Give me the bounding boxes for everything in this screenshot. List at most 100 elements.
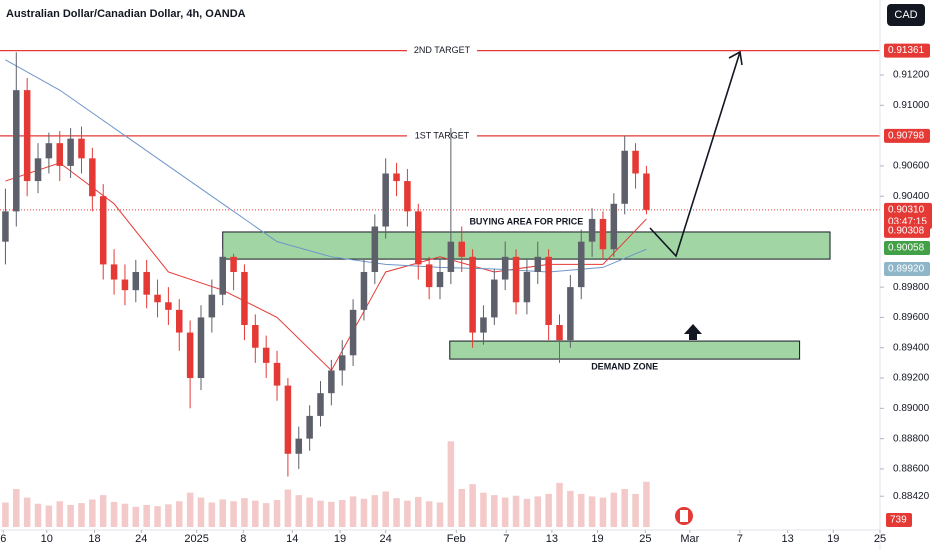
volume-bar: [230, 501, 237, 527]
volume-bar: [404, 500, 411, 527]
candle-body: [382, 173, 389, 227]
x-tick-label: 19: [827, 533, 839, 545]
candle-body: [599, 218, 607, 250]
x-tick-label: Mar: [680, 533, 699, 545]
volume-bar: [154, 506, 161, 527]
candle-body: [13, 90, 20, 212]
target-label: 2ND TARGET: [414, 45, 471, 55]
y-tick-label: 0.91000: [893, 100, 930, 111]
volume-bar: [295, 495, 303, 527]
volume-bar: [501, 497, 509, 527]
volume-bar: [110, 501, 118, 527]
price-tag: [884, 128, 930, 143]
x-tick-label: 19: [334, 533, 346, 545]
volume-bar: [45, 505, 53, 527]
volume-bar: [360, 498, 368, 527]
volume-bar: [132, 506, 140, 527]
price-tag-label: 0.90058: [888, 243, 925, 254]
candle-body: [621, 150, 628, 204]
candle-body: [436, 271, 444, 288]
volume-bar: [621, 489, 628, 527]
volume-bar: [577, 493, 585, 527]
price-tag: [884, 241, 930, 256]
y-tick-label: 0.89000: [893, 403, 930, 414]
volume-bar: [56, 501, 64, 527]
price-tag: [884, 261, 930, 276]
price-tag-label: 0.90798: [888, 131, 925, 142]
candle-body: [241, 271, 248, 325]
zone-label: DEMAND ZONE: [591, 361, 658, 371]
candle-body: [230, 256, 237, 272]
volume-bar: [78, 503, 85, 527]
currency-button[interactable]: [887, 4, 925, 26]
candle-body: [154, 294, 161, 303]
x-tick-label: 7: [503, 533, 509, 545]
candle-body: [577, 241, 585, 288]
projection-arrow: [649, 51, 741, 258]
candle-body: [110, 264, 118, 280]
last-price-label: 0.90310: [888, 204, 925, 215]
volume-bar: [2, 502, 9, 527]
candle-body: [469, 256, 476, 333]
volume-bar: [349, 496, 357, 527]
volume-bar: [632, 493, 639, 527]
volume-bar: [425, 501, 433, 527]
zone: [222, 231, 831, 260]
volume-bar: [306, 497, 313, 527]
target-label: 1ST TARGET: [415, 130, 470, 140]
candle-body: [545, 256, 552, 325]
candle-body: [132, 271, 140, 291]
price-tag-label: 0.90308: [888, 225, 925, 236]
volume-bar: [197, 497, 205, 527]
y-tick-label: 0.88420: [893, 491, 930, 502]
volume-bar: [143, 504, 150, 527]
candle-body: [338, 355, 346, 371]
x-tick-label: 13: [546, 533, 558, 545]
x-tick-label: 25: [639, 533, 651, 545]
volume-bar: [89, 499, 96, 527]
price-tag: [884, 43, 930, 58]
y-tick-label: 0.90400: [893, 191, 930, 202]
last-price-tag: [884, 202, 932, 229]
currency-label[interactable]: CAD: [894, 9, 917, 21]
volume-bar: [273, 500, 281, 527]
volume-bar: [458, 489, 465, 527]
candle-body: [610, 203, 618, 250]
volume-bar: [338, 500, 346, 527]
candle-body: [328, 370, 335, 394]
volume-bar: [599, 497, 607, 527]
candle-body: [501, 256, 509, 280]
x-tick-label: 14: [286, 533, 298, 545]
volume-bar: [121, 503, 129, 527]
candle-body: [23, 90, 31, 182]
y-tick-label: 0.89200: [893, 373, 930, 384]
x-tick-label: 8: [240, 533, 246, 545]
y-tick-label: 0.89600: [893, 312, 930, 323]
candle-body: [56, 143, 64, 166]
volume-bar: [208, 502, 216, 527]
candle-body: [165, 302, 172, 310]
candle-body: [143, 271, 150, 295]
candle-body: [252, 325, 259, 348]
x-tick-label: 2025: [184, 533, 208, 545]
target-text-bg: [407, 44, 477, 57]
y-tick-label: 0.88600: [893, 464, 930, 475]
volume-bar: [99, 495, 107, 527]
volume-bar: [67, 504, 74, 527]
volume-bar: [328, 501, 335, 527]
volume-bar: [252, 500, 259, 527]
candle-body: [197, 317, 205, 379]
volume-bar: [219, 499, 226, 527]
volume-bar: [523, 498, 531, 527]
x-tick-label: 25: [874, 533, 886, 545]
candle-body: [67, 138, 74, 166]
candle-body: [89, 158, 96, 197]
candle-body: [262, 347, 270, 363]
y-tick-label: 0.90600: [893, 161, 930, 172]
volume-bar: [241, 498, 248, 527]
volume-bar: [13, 489, 20, 527]
candle-body: [34, 158, 42, 182]
candle-body: [393, 173, 400, 182]
